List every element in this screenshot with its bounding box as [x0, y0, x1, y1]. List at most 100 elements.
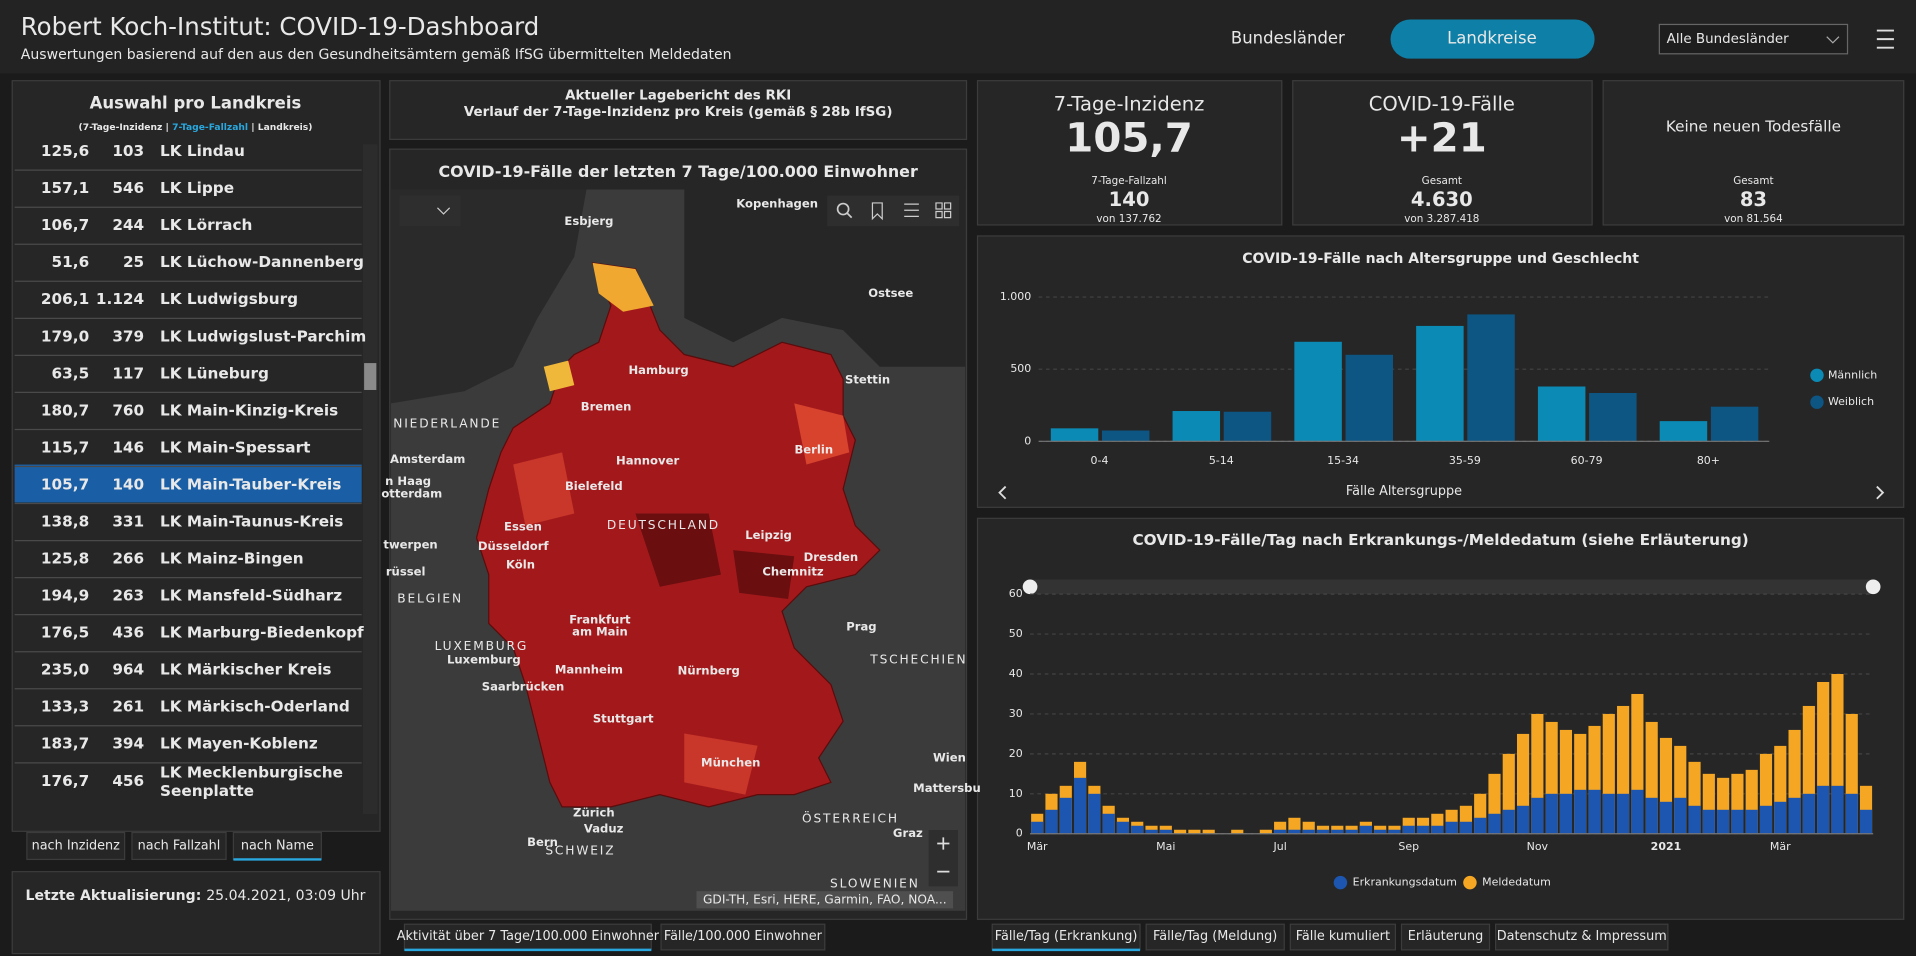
legend-label: Meldedatum	[1482, 876, 1551, 889]
district-name[interactable]: LK Mecklenburgische Seenplatte	[160, 763, 348, 799]
bar	[1745, 809, 1758, 834]
sort-button[interactable]	[232, 831, 322, 861]
chart-tab[interactable]	[1400, 923, 1491, 951]
bar	[1274, 821, 1287, 834]
district-name[interactable]: LK Ludwigslust-Parchim	[160, 327, 366, 345]
map-label: Frankfurt	[569, 612, 631, 626]
map-label: BELGIEN	[397, 592, 463, 606]
incidence: 51,6	[52, 253, 90, 271]
chart-tab[interactable]	[991, 923, 1141, 951]
sort-label[interactable]: nach Inzidenz	[32, 838, 121, 853]
y-tick-label: 0	[1016, 827, 1023, 840]
bar	[1259, 829, 1272, 834]
map-label: Dresden	[804, 550, 859, 564]
map-label: n Haag	[385, 474, 431, 488]
tab-active[interactable]	[1390, 19, 1595, 59]
grid-icon[interactable]	[935, 202, 952, 219]
range-slider[interactable]	[1030, 579, 1874, 595]
chart-tab[interactable]	[1494, 923, 1669, 951]
bar	[1074, 777, 1087, 834]
chart-title: COVID-19-Fälle nach Altersgruppe und Ges…	[1242, 251, 1639, 267]
chart-tab-label[interactable]: Fälle/Tag (Meldung)	[1153, 929, 1277, 944]
map-label: twerpen	[383, 538, 437, 552]
bookmark-icon[interactable]	[871, 202, 883, 221]
map-region	[592, 262, 654, 312]
district-name[interactable]: LK Lippe	[160, 179, 234, 197]
chart-tab-label[interactable]: Fälle/Tag (Erkrankung)	[995, 929, 1138, 944]
report-line[interactable]: Verlauf der 7-Tage-Inzidenz pro Kreis (g…	[464, 105, 893, 120]
district-name[interactable]: LK Lörrach	[160, 216, 252, 234]
report-panel[interactable]	[389, 80, 968, 140]
bar	[1659, 421, 1708, 442]
map-tab-label[interactable]: Fälle/100.000 Einwohner	[664, 929, 823, 944]
bar	[1474, 817, 1487, 834]
district-name[interactable]: LK Märkisch-Oderland	[160, 698, 350, 716]
chart-tab-label[interactable]: Fälle kumuliert	[1296, 929, 1390, 944]
bar	[1359, 825, 1372, 834]
map-label: TSCHECHIEN	[869, 653, 967, 667]
case-count: 436	[112, 624, 144, 642]
map-label: rüssel	[386, 565, 426, 579]
update-value: 25.04.2021, 03:09 Uhr	[206, 888, 365, 904]
scrollbar[interactable]	[362, 144, 378, 815]
slider-handle[interactable]	[1865, 579, 1881, 595]
map-region	[543, 360, 575, 392]
list-icon[interactable]	[904, 203, 919, 217]
y-tick-label: 1.000	[1000, 290, 1031, 303]
map-label: Hannover	[616, 453, 679, 467]
case-count: 546	[112, 179, 144, 197]
map-tab[interactable]	[660, 923, 826, 951]
zoom-icon[interactable]	[937, 837, 950, 873]
tab[interactable]: Bundesländer	[1231, 29, 1345, 48]
sort-button[interactable]	[26, 831, 126, 861]
scroll-thumb[interactable]	[364, 363, 377, 390]
incidence: 206,1	[41, 290, 89, 308]
chart-tab-label[interactable]: Erläuterung	[1408, 929, 1484, 944]
bar	[1088, 793, 1101, 834]
sort-label[interactable]: nach Name	[241, 838, 314, 853]
district-name[interactable]: LK Lüchow-Dannenberg	[160, 253, 364, 271]
district-name[interactable]: LK Main-Spessart	[160, 438, 310, 456]
chart-tab[interactable]	[1289, 923, 1397, 951]
menu-icon[interactable]	[1876, 29, 1894, 49]
nav-prev[interactable]	[998, 485, 1007, 500]
tab[interactable]: Landkreise	[1447, 29, 1537, 48]
slider-handle[interactable]	[1022, 579, 1038, 595]
search-icon[interactable]	[836, 202, 850, 216]
bar	[1817, 785, 1830, 834]
bar	[1459, 821, 1472, 834]
chart-tab-label[interactable]: Datenschutz & Impressum	[1497, 929, 1667, 944]
map-label: Vaduz	[584, 821, 624, 835]
district-name[interactable]: LK Lindau	[160, 142, 245, 160]
incidence: 235,0	[41, 661, 89, 679]
map-tab-label[interactable]: Aktivität über 7 Tage/100.000 Einwohner	[397, 929, 660, 944]
sort-button[interactable]	[131, 831, 227, 861]
map[interactable]	[391, 189, 966, 911]
map-sea	[684, 189, 966, 367]
district-name[interactable]: LK Ludwigsburg	[160, 290, 298, 308]
nav-next[interactable]	[1876, 485, 1885, 500]
map-tool[interactable]	[399, 195, 461, 227]
case-count: 146	[112, 438, 144, 456]
map-label: Wien	[933, 750, 966, 764]
chart-tab[interactable]	[1145, 923, 1285, 951]
map-region	[635, 513, 721, 587]
report-line[interactable]: Aktueller Lagebericht des RKI	[565, 88, 791, 103]
dropdown-chevron	[1826, 36, 1840, 44]
dropdown[interactable]	[1658, 23, 1849, 55]
sort-label[interactable]: nach Fallzahl	[138, 838, 221, 853]
district-name[interactable]: LK Main-Kinzig-Kreis	[160, 401, 338, 419]
bar	[1102, 813, 1115, 834]
map-region	[684, 733, 758, 795]
district-name[interactable]: LK Mainz-Bingen	[160, 550, 304, 568]
district-name[interactable]: LK Lüneburg	[160, 364, 269, 382]
district-name[interactable]: LK Marburg-Biedenkopf	[160, 624, 364, 642]
dropdown-icon[interactable]	[437, 207, 451, 215]
district-name[interactable]: LK Märkischer Kreis	[160, 661, 331, 679]
bar	[1223, 411, 1272, 442]
bar	[1131, 825, 1144, 834]
district-name[interactable]: LK Main-Tauber-Kreis	[160, 475, 341, 493]
district-name[interactable]: LK Main-Taunus-Kreis	[160, 513, 343, 531]
district-name[interactable]: LK Mayen-Koblenz	[160, 735, 318, 753]
district-name[interactable]: LK Mansfeld-Südharz	[160, 587, 342, 605]
